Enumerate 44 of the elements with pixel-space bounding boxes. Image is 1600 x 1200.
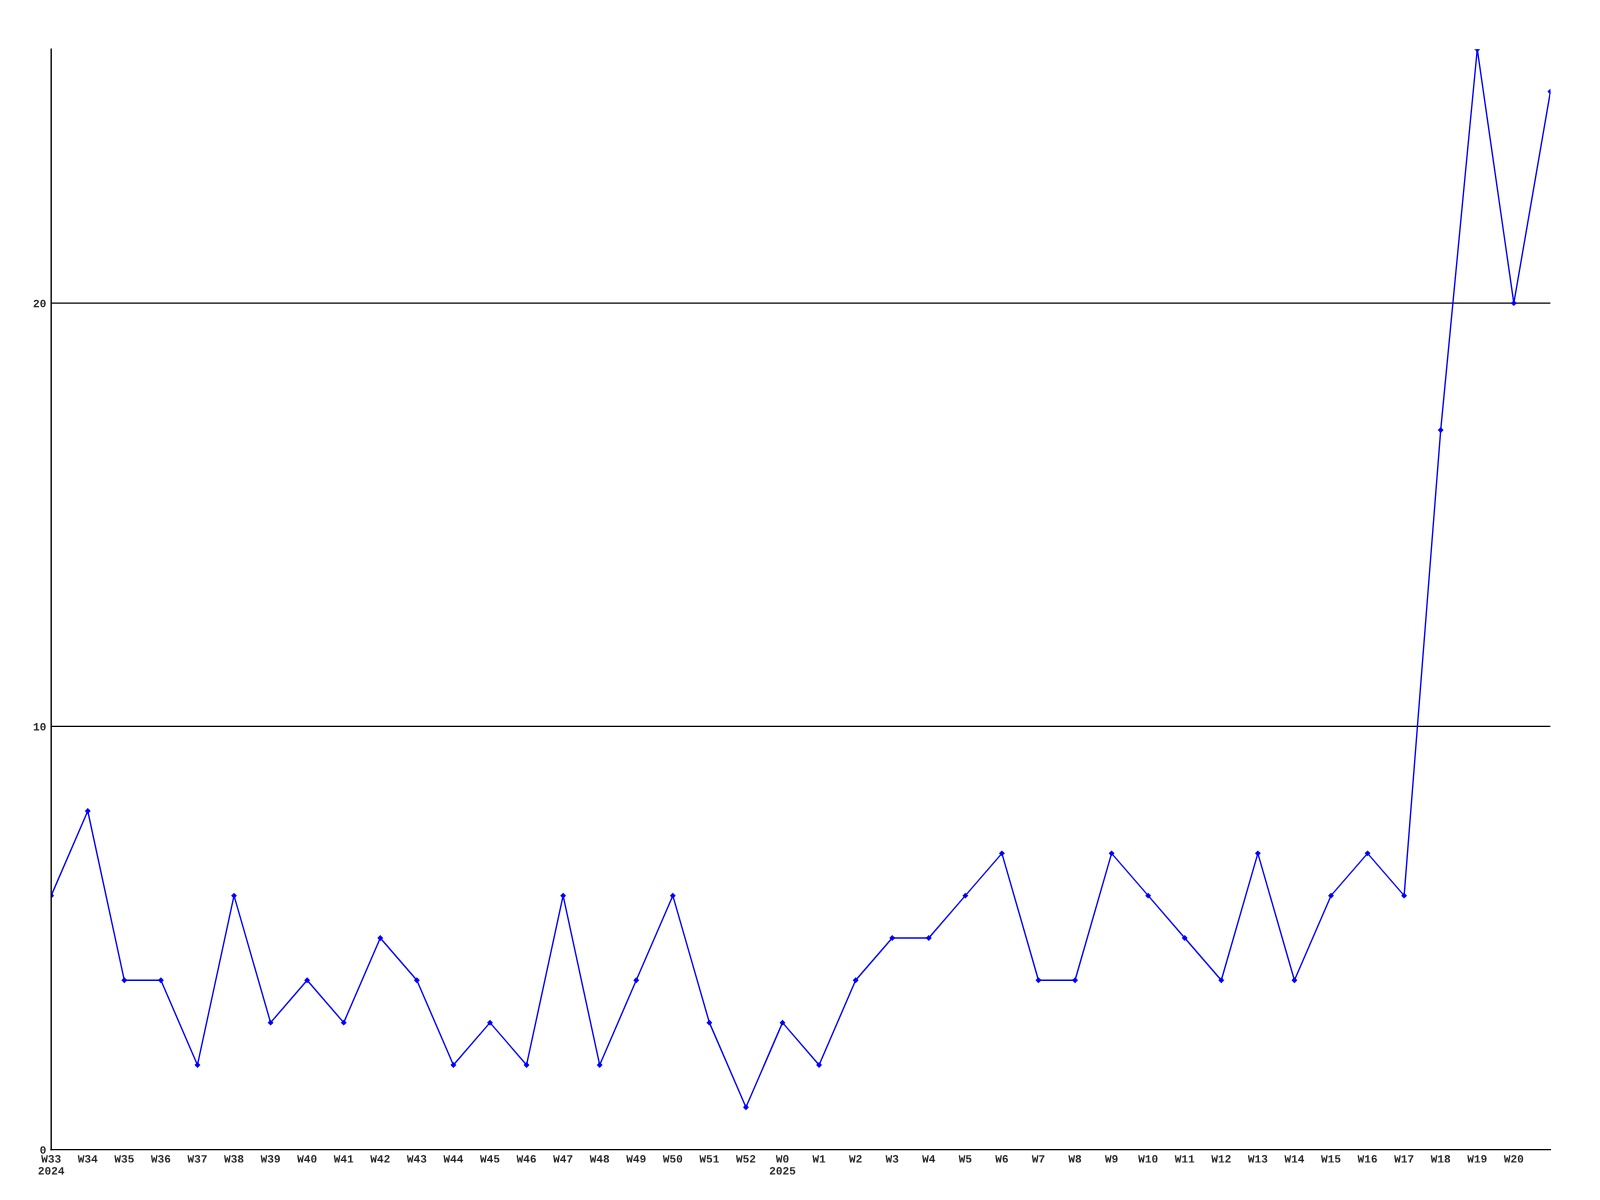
x-tick-label: W4 bbox=[922, 1155, 936, 1163]
x-tick-label: W49 bbox=[626, 1155, 646, 1163]
x-tick-label: W36 bbox=[150, 1155, 171, 1163]
x-tick-label: W20 bbox=[1503, 1155, 1524, 1163]
x-tick-label: W8 bbox=[1068, 1155, 1082, 1163]
x-tick-label: W37 bbox=[187, 1155, 207, 1163]
y-tick-label: 0 bbox=[40, 1146, 46, 1154]
x-tick-label: W44 bbox=[443, 1155, 464, 1163]
x-tick-label: W15 bbox=[1321, 1155, 1341, 1163]
x-tick-label: W45 bbox=[479, 1155, 500, 1163]
y-tick-label: 10 bbox=[33, 722, 46, 731]
x-tick-label: W19 bbox=[1467, 1155, 1487, 1163]
x-tick-label: W39 bbox=[260, 1155, 280, 1163]
x-tick-label: W51 bbox=[699, 1155, 719, 1163]
x-tick-label: W38 bbox=[224, 1155, 244, 1163]
x-tick-label: W40 bbox=[297, 1155, 317, 1163]
x-tick-label: W0 2025 bbox=[769, 1155, 796, 1175]
x-tick-label: W2 bbox=[848, 1155, 862, 1163]
x-tick-label: W41 bbox=[333, 1155, 354, 1163]
x-tick-label: W18 bbox=[1430, 1155, 1451, 1163]
x-tick-label: W17 bbox=[1394, 1155, 1414, 1163]
x-tick-label: W35 bbox=[114, 1155, 134, 1163]
x-tick-label: W9 bbox=[1104, 1155, 1118, 1163]
x-tick-label: W3 bbox=[885, 1155, 899, 1163]
x-tick-label: W13 bbox=[1247, 1155, 1268, 1163]
x-tick-label: W12 bbox=[1211, 1155, 1231, 1163]
x-tick-label: W11 bbox=[1174, 1155, 1195, 1163]
x-tick-label: W33 2024 bbox=[38, 1155, 65, 1175]
x-tick-label: W6 bbox=[995, 1155, 1008, 1163]
x-tick-label: W48 bbox=[589, 1155, 610, 1163]
x-tick-label: W46 bbox=[516, 1155, 536, 1163]
x-tick-label: W7 bbox=[1031, 1155, 1045, 1163]
x-tick-label: W34 bbox=[77, 1155, 98, 1163]
x-tick-label: W10 bbox=[1138, 1155, 1158, 1163]
x-tick-label: W1 bbox=[812, 1155, 826, 1163]
y-tick-label: 20 bbox=[33, 299, 46, 308]
x-tick-label: W5 bbox=[958, 1155, 972, 1163]
x-tick-label: W52 bbox=[735, 1155, 756, 1163]
x-tick-label: W42 bbox=[370, 1155, 390, 1163]
x-tick-label: W14 bbox=[1284, 1155, 1305, 1163]
x-tick-label: W50 bbox=[662, 1155, 683, 1163]
x-tick-label: W43 bbox=[406, 1155, 427, 1163]
x-tick-label: W47 bbox=[553, 1155, 573, 1163]
x-tick-label: W16 bbox=[1357, 1155, 1377, 1163]
